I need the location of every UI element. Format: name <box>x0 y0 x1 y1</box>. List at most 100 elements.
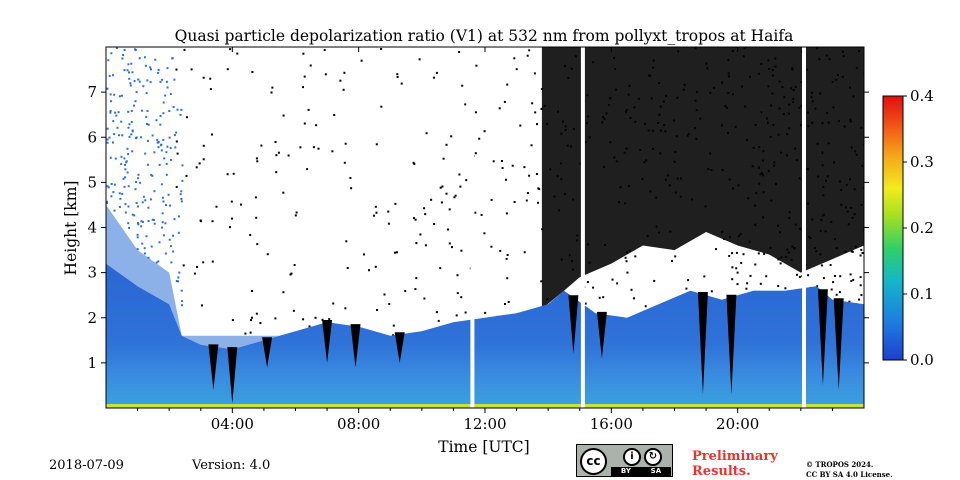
noise-dot <box>183 48 186 51</box>
aerosol-dot <box>179 193 182 196</box>
noise-dot <box>513 201 516 203</box>
aerosol-dot <box>128 226 131 229</box>
noise-dot <box>860 248 863 251</box>
aerosol-dot <box>158 241 161 244</box>
date-label: 2018-07-09 <box>49 458 124 473</box>
noise-dot <box>757 252 760 255</box>
aerosol-dot <box>124 163 126 166</box>
aerosol-dot <box>150 245 153 248</box>
aerosol-dot <box>140 225 143 228</box>
aerosol-dot <box>147 123 150 126</box>
aerosol-dot <box>110 195 113 198</box>
cc-icon: cc <box>580 448 607 475</box>
aerosol-dot <box>157 260 160 263</box>
noise-dot <box>413 162 416 165</box>
noise-dot <box>503 100 506 103</box>
noise-dot <box>282 191 285 194</box>
noise-dot <box>396 251 398 254</box>
aerosol-dot <box>120 120 123 123</box>
noise-dot <box>394 251 396 254</box>
copyright-line-1: © TROPOS 2024. <box>806 460 874 469</box>
noise-dot <box>536 123 538 126</box>
noise-dot <box>380 105 383 108</box>
noise-dot <box>392 324 395 327</box>
noise-dot <box>209 77 212 80</box>
noise-dot <box>834 275 836 277</box>
noise-dot <box>175 186 178 188</box>
noise-dot <box>458 173 461 176</box>
noise-dot <box>528 49 531 52</box>
noise-dot <box>270 91 273 94</box>
noise-dot <box>175 68 178 71</box>
y-tick-label: 4 <box>87 219 97 237</box>
noise-dot <box>324 73 327 76</box>
noise-dot <box>209 88 212 91</box>
noise-dot <box>448 242 451 245</box>
aerosol-dot <box>176 108 179 111</box>
aerosol-dot <box>126 69 129 72</box>
x-axis-label: Time [UTC] <box>438 438 529 456</box>
aerosol-dot <box>151 218 154 221</box>
aerosol-dot <box>137 222 139 224</box>
noise-dot <box>303 122 306 125</box>
noise-dot <box>460 249 463 252</box>
noise-dot <box>254 196 257 199</box>
aerosol-dot <box>113 209 116 212</box>
noise-dot <box>345 240 348 243</box>
noise-dot <box>611 278 614 281</box>
noise-dot <box>271 86 274 89</box>
aerosol-dot <box>122 177 125 180</box>
noise-dot <box>464 311 467 314</box>
aerosol-dot <box>158 163 161 166</box>
aerosol-dot <box>157 146 160 149</box>
aerosol-dot <box>127 205 130 208</box>
aerosol-dot <box>147 220 150 222</box>
aerosol-dot <box>178 215 180 218</box>
noise-dot <box>505 178 507 181</box>
aerosol-dot <box>123 49 126 51</box>
noise-dot <box>433 223 436 225</box>
aerosol-dot <box>146 123 148 125</box>
noise-dot <box>448 208 451 211</box>
noise-dot <box>505 212 508 215</box>
aerosol-dot <box>138 57 141 60</box>
noise-dot <box>400 82 403 85</box>
noise-dot <box>294 214 297 217</box>
noise-dot <box>460 296 463 299</box>
share-alike-icon: ↻ <box>644 448 662 466</box>
dark-spike <box>350 324 361 368</box>
noise-dot <box>373 214 375 217</box>
aerosol-dot <box>168 136 171 139</box>
noise-dot <box>458 51 461 53</box>
license-by-label: BY <box>620 467 631 475</box>
noise-dot <box>754 263 757 266</box>
noise-dot <box>777 285 780 287</box>
noise-dot <box>526 54 529 57</box>
copyright-line-2: CC BY SA 4.0 License. <box>806 470 893 479</box>
noise-dot <box>830 288 833 291</box>
noise-dot <box>323 49 326 51</box>
aerosol-dot <box>141 220 144 223</box>
dark-spike <box>697 292 708 395</box>
aerosol-dot <box>153 151 156 154</box>
aerosol-dot <box>181 179 184 182</box>
aerosol-dot <box>160 183 163 186</box>
aerosol-dot <box>137 177 140 180</box>
noise-dot <box>832 281 835 284</box>
noise-dot <box>249 234 252 236</box>
noise-dot <box>266 253 269 256</box>
noise-dot <box>644 305 647 308</box>
aerosol-dot <box>120 94 123 97</box>
aerosol-dot <box>174 146 177 149</box>
aerosol-dot <box>162 234 165 237</box>
aerosol-dot <box>172 106 175 108</box>
noise-dot <box>332 302 335 305</box>
noise-dot <box>860 294 863 297</box>
aerosol-dot <box>159 115 162 117</box>
noise-dot <box>418 58 421 61</box>
noise-dot <box>412 161 415 164</box>
noise-dot <box>374 205 377 208</box>
aerosol-dot <box>127 185 130 188</box>
noise-dot <box>275 171 278 174</box>
